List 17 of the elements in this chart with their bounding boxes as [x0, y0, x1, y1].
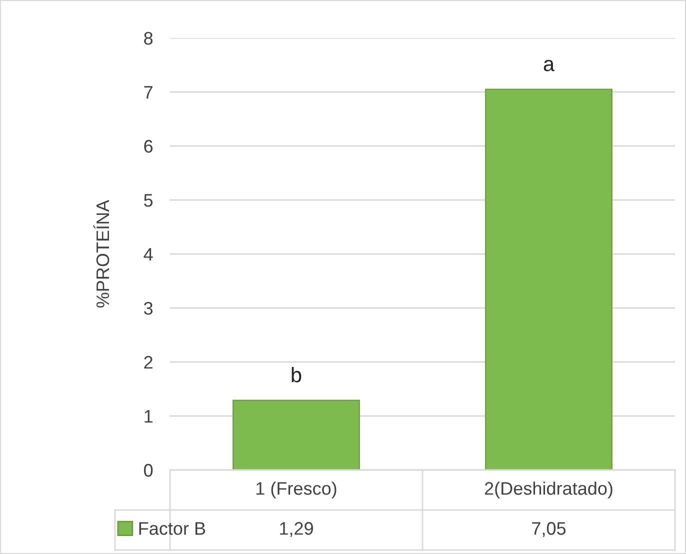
y-tick-label: 0 [144, 464, 153, 477]
y-tick-label: 1 [144, 410, 152, 423]
y-tick-label: 6 [144, 140, 153, 153]
legend-label: Factor B [139, 522, 206, 535]
data-label: 7,05 [532, 522, 566, 537]
data-label: 1,29 [280, 522, 313, 537]
y-tick-label: 4 [144, 248, 153, 261]
x-tick-label: 2(Deshidratado) [484, 482, 612, 498]
annotation: a [544, 60, 555, 72]
annotation: b [292, 367, 302, 382]
y-tick-label: 5 [144, 194, 153, 207]
x-tick-label: 1 (Fresco) [256, 482, 336, 498]
y-axis-title: %PROTEÍNA [93, 200, 110, 308]
y-tick-label: 3 [144, 302, 153, 315]
y-tick-label: 8 [144, 32, 153, 45]
y-tick-label: 2 [144, 356, 152, 369]
y-tick-label: 7 [144, 86, 152, 99]
